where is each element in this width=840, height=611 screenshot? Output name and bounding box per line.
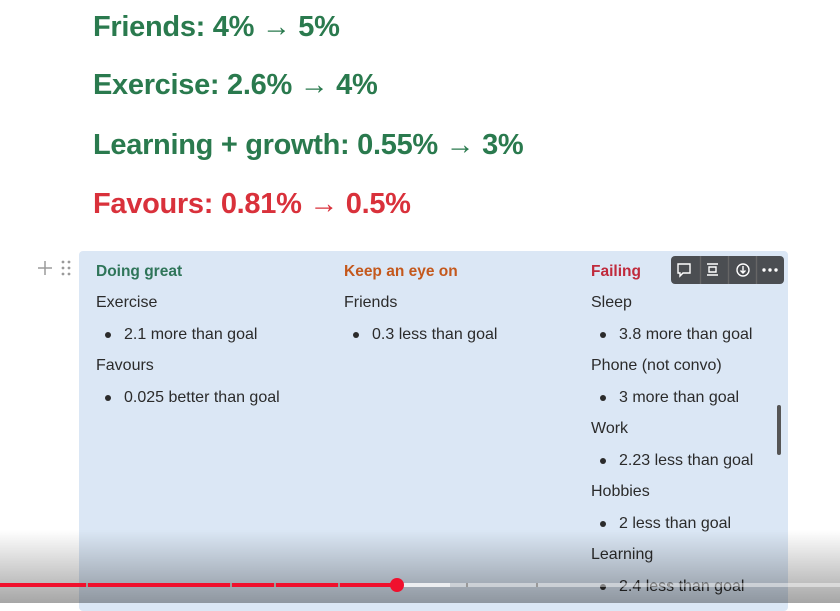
bullet-item: 2.4 less than goal xyxy=(619,577,744,597)
bullet-dot xyxy=(600,520,606,527)
heading: Learning + growth: 0.55% → 3% xyxy=(93,129,524,161)
item-label: Phone (not convo) xyxy=(591,357,722,375)
toolbar-icons xyxy=(677,256,778,284)
bullet-dot xyxy=(600,583,606,590)
item-label: Hobbies xyxy=(591,483,650,501)
item-label: Exercise xyxy=(96,294,158,311)
bullet-dot xyxy=(353,331,359,338)
callout xyxy=(79,251,788,611)
bullet-item: 2.1 more than goal xyxy=(124,325,258,343)
bullet-item: 0.3 less than goal xyxy=(372,325,498,343)
scrollbar[interactable] xyxy=(777,405,781,455)
item-label: Learning xyxy=(591,545,653,565)
heading: Exercise: 2.6% → 4% xyxy=(93,69,378,101)
item-label: Work xyxy=(591,420,629,438)
bullet-item: 0.025 better than goal xyxy=(124,388,280,406)
bullet-dot xyxy=(105,394,111,401)
item-label: Favours xyxy=(96,357,154,375)
heading: Friends: 4% → 5% xyxy=(93,11,340,43)
column-title: Keep an eye on xyxy=(344,263,458,280)
bullet-item: 3.8 more than goal xyxy=(619,325,753,343)
bullet-dot xyxy=(600,457,606,464)
column-title: Doing great xyxy=(96,263,183,280)
video-shade xyxy=(0,530,840,603)
block-handles[interactable] xyxy=(34,258,79,278)
video-progress[interactable] xyxy=(0,578,840,603)
bullet-dot xyxy=(600,331,606,338)
bullet-dot xyxy=(105,331,111,338)
item-label: Friends xyxy=(344,294,398,311)
bullet-item: 3 more than goal xyxy=(619,388,740,406)
column-title: Failing xyxy=(591,263,641,280)
item-label: Sleep xyxy=(591,294,632,311)
bullet-item: 2.23 less than goal xyxy=(619,451,754,469)
heading: Favours: 0.81% → 0.5% xyxy=(93,188,411,220)
bullet-dot xyxy=(600,394,606,401)
bullet-item: 2 less than goal xyxy=(619,514,732,532)
block-toolbar[interactable] xyxy=(671,256,784,284)
